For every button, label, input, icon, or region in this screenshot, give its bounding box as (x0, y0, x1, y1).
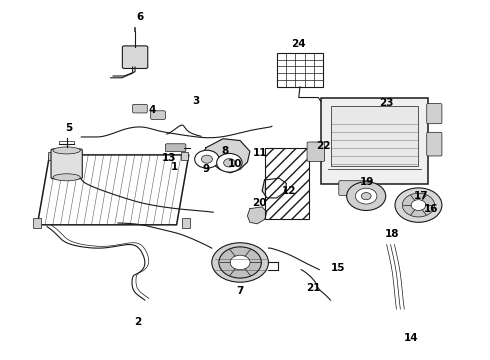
Text: 24: 24 (292, 39, 306, 49)
Text: 20: 20 (252, 198, 267, 208)
Text: 3: 3 (193, 96, 200, 106)
Ellipse shape (53, 147, 80, 154)
Text: 9: 9 (202, 164, 209, 174)
FancyBboxPatch shape (122, 46, 148, 68)
Bar (48, 152, 54, 160)
Text: 23: 23 (379, 98, 394, 108)
Text: 10: 10 (228, 159, 243, 169)
Circle shape (223, 159, 235, 167)
FancyBboxPatch shape (151, 111, 165, 120)
Circle shape (411, 200, 426, 211)
Text: 15: 15 (331, 263, 345, 273)
FancyBboxPatch shape (331, 107, 418, 166)
Text: 12: 12 (282, 186, 296, 196)
Polygon shape (203, 139, 250, 173)
Text: 18: 18 (384, 229, 399, 239)
Text: 16: 16 (423, 204, 438, 214)
FancyBboxPatch shape (165, 144, 186, 152)
Polygon shape (247, 207, 267, 224)
FancyBboxPatch shape (427, 132, 442, 156)
Text: 13: 13 (162, 153, 176, 163)
Text: 6: 6 (136, 12, 144, 22)
FancyBboxPatch shape (321, 98, 428, 184)
Bar (182, 219, 190, 228)
Ellipse shape (53, 174, 80, 181)
Circle shape (395, 188, 442, 222)
Text: 19: 19 (360, 177, 374, 187)
Circle shape (195, 150, 219, 168)
Ellipse shape (212, 243, 269, 282)
Bar (33, 219, 41, 228)
FancyBboxPatch shape (427, 104, 442, 124)
Circle shape (219, 247, 261, 278)
Circle shape (230, 255, 250, 270)
Text: 17: 17 (414, 191, 428, 201)
Bar (265, 148, 309, 220)
Circle shape (355, 188, 377, 204)
Text: 7: 7 (237, 286, 244, 296)
Text: 14: 14 (404, 333, 418, 343)
Text: 11: 11 (252, 148, 267, 158)
FancyBboxPatch shape (51, 149, 82, 179)
Circle shape (217, 153, 242, 172)
Circle shape (361, 193, 371, 200)
Polygon shape (262, 178, 287, 198)
Bar (277, 53, 323, 87)
Polygon shape (37, 155, 189, 225)
Text: 1: 1 (171, 162, 178, 172)
FancyBboxPatch shape (339, 181, 371, 195)
Bar (181, 152, 188, 160)
Circle shape (346, 182, 386, 211)
Text: 8: 8 (222, 146, 229, 156)
Circle shape (201, 155, 212, 163)
Text: 2: 2 (134, 317, 141, 327)
Circle shape (402, 193, 435, 217)
Text: 22: 22 (316, 141, 330, 151)
Text: 5: 5 (66, 123, 73, 133)
FancyBboxPatch shape (133, 104, 147, 113)
Text: 4: 4 (148, 105, 156, 115)
Text: 21: 21 (306, 283, 320, 293)
FancyBboxPatch shape (307, 142, 325, 161)
